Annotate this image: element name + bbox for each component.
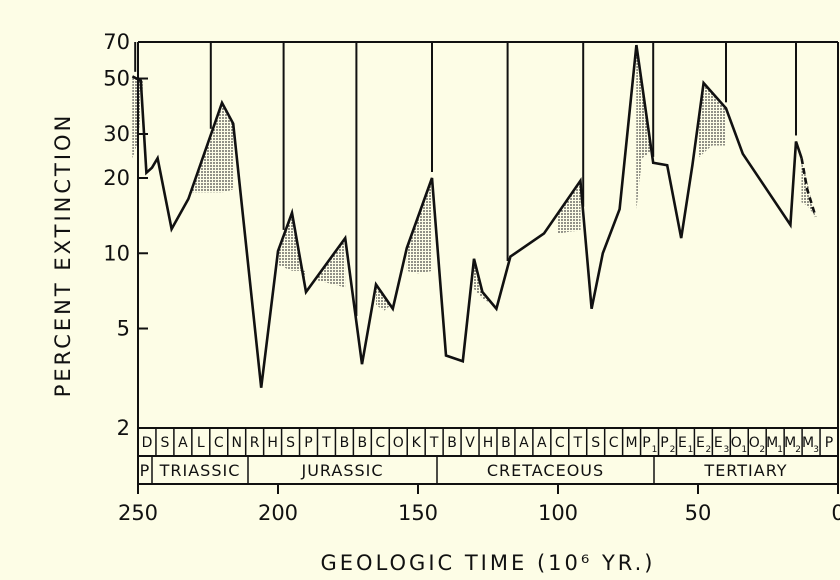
series-line-0 — [131, 44, 803, 388]
stage-label-33: O — [731, 435, 742, 451]
stage-label-28: P — [642, 435, 650, 451]
stage-label-32: E — [714, 435, 723, 451]
period-label-0: P — [140, 461, 151, 480]
stage-label-38: P — [825, 435, 833, 451]
stage-label-12: B — [358, 435, 368, 451]
y-tick-label-1: 5 — [117, 317, 130, 341]
stage-subscript-35: 1 — [777, 445, 783, 455]
stage-label-36: M — [784, 435, 796, 451]
stage-label-15: K — [412, 435, 422, 451]
shaded-region-6 — [474, 258, 491, 304]
stage-label-37: M — [802, 435, 814, 451]
stage-label-26: C — [609, 435, 619, 451]
stage-label-25: S — [591, 435, 600, 451]
stage-label-30: E — [678, 435, 687, 451]
x-tick-label-4: 50 — [685, 501, 712, 525]
y-axis-title: PERCENT EXTINCTION — [51, 113, 75, 398]
stage-label-1: S — [160, 435, 169, 451]
stage-label-21: A — [519, 435, 529, 451]
stage-label-8: S — [286, 435, 295, 451]
stage-label-3: L — [197, 435, 205, 451]
stage-label-2: A — [178, 435, 188, 451]
stage-label-10: T — [321, 435, 331, 451]
stage-label-31: E — [696, 435, 705, 451]
x-tick-label-3: 100 — [538, 501, 578, 525]
stage-subscript-33: 1 — [741, 445, 747, 455]
stage-label-14: O — [393, 435, 404, 451]
stage-subscript-32: 3 — [723, 445, 729, 455]
shaded-region-3 — [317, 238, 346, 288]
x-tick-label-5: 0 — [831, 501, 840, 525]
y-tick-label-6: 70 — [103, 30, 130, 54]
stage-subscript-36: 2 — [795, 445, 801, 455]
y-tick-label-5: 50 — [103, 67, 130, 91]
stage-label-6: R — [250, 435, 260, 451]
period-label-4: TERTIARY — [703, 461, 787, 480]
shaded-region-7 — [558, 180, 581, 234]
shaded-region-1 — [188, 102, 234, 199]
stage-label-7: H — [267, 435, 278, 451]
stage-label-18: V — [465, 435, 475, 451]
shaded-region-5 — [406, 178, 432, 274]
stage-subscript-29: 2 — [670, 445, 676, 455]
y-tick-label-3: 20 — [103, 166, 130, 190]
stage-label-0: D — [142, 435, 153, 451]
period-label-1: TRIASSIC — [159, 461, 241, 480]
stage-label-22: A — [537, 435, 547, 451]
y-tick-label-2: 10 — [103, 241, 130, 265]
spike-lines — [134, 42, 797, 317]
series-lines — [131, 44, 817, 388]
stage-label-5: N — [231, 435, 241, 451]
stage-label-27: M — [626, 435, 638, 451]
stage-label-19: H — [483, 435, 494, 451]
stage-label-17: B — [447, 435, 457, 451]
stage-subscript-31: 2 — [706, 445, 712, 455]
stage-label-29: P — [660, 435, 668, 451]
y-axis-ticks: 2 5 10 20 30 50 70 — [103, 30, 148, 440]
shaded-region-8 — [636, 45, 654, 210]
stage-label-13: C — [375, 435, 385, 451]
x-tick-label-0: 250 — [118, 501, 158, 525]
period-label-2: JURASSIC — [300, 461, 383, 480]
y-tick-label-4: 30 — [103, 122, 130, 146]
stage-subscript-30: 1 — [688, 445, 694, 455]
stage-label-11: B — [340, 435, 350, 451]
y-tick-label-0: 2 — [117, 416, 130, 440]
stage-label-20: B — [501, 435, 511, 451]
stage-label-16: T — [429, 435, 439, 451]
stage-subscript-28: 1 — [652, 445, 658, 455]
series-line-1 — [800, 157, 817, 218]
stage-label-24: T — [572, 435, 582, 451]
period-label-3: CRETACEOUS — [487, 461, 604, 480]
x-tick-label-1: 200 — [258, 501, 298, 525]
stage-label-23: C — [555, 435, 565, 451]
plot-frame — [137, 41, 839, 485]
stage-label-35: M — [766, 435, 778, 451]
period-labels: P TRIASSIC JURASSIC CRETACEOUS TERTIARY — [140, 456, 787, 484]
x-tick-label-2: 150 — [398, 501, 438, 525]
stage-label-34: O — [749, 435, 760, 451]
stage-label-9: P — [304, 435, 312, 451]
stage-subscript-37: 3 — [813, 445, 819, 455]
stage-label-4: C — [214, 435, 224, 451]
x-axis-ticks: 250 200 150 100 50 0 — [118, 484, 840, 525]
stage-subscript-34: 2 — [759, 445, 765, 455]
x-axis-title: GEOLOGIC TIME (10⁶ YR.) — [321, 551, 656, 575]
